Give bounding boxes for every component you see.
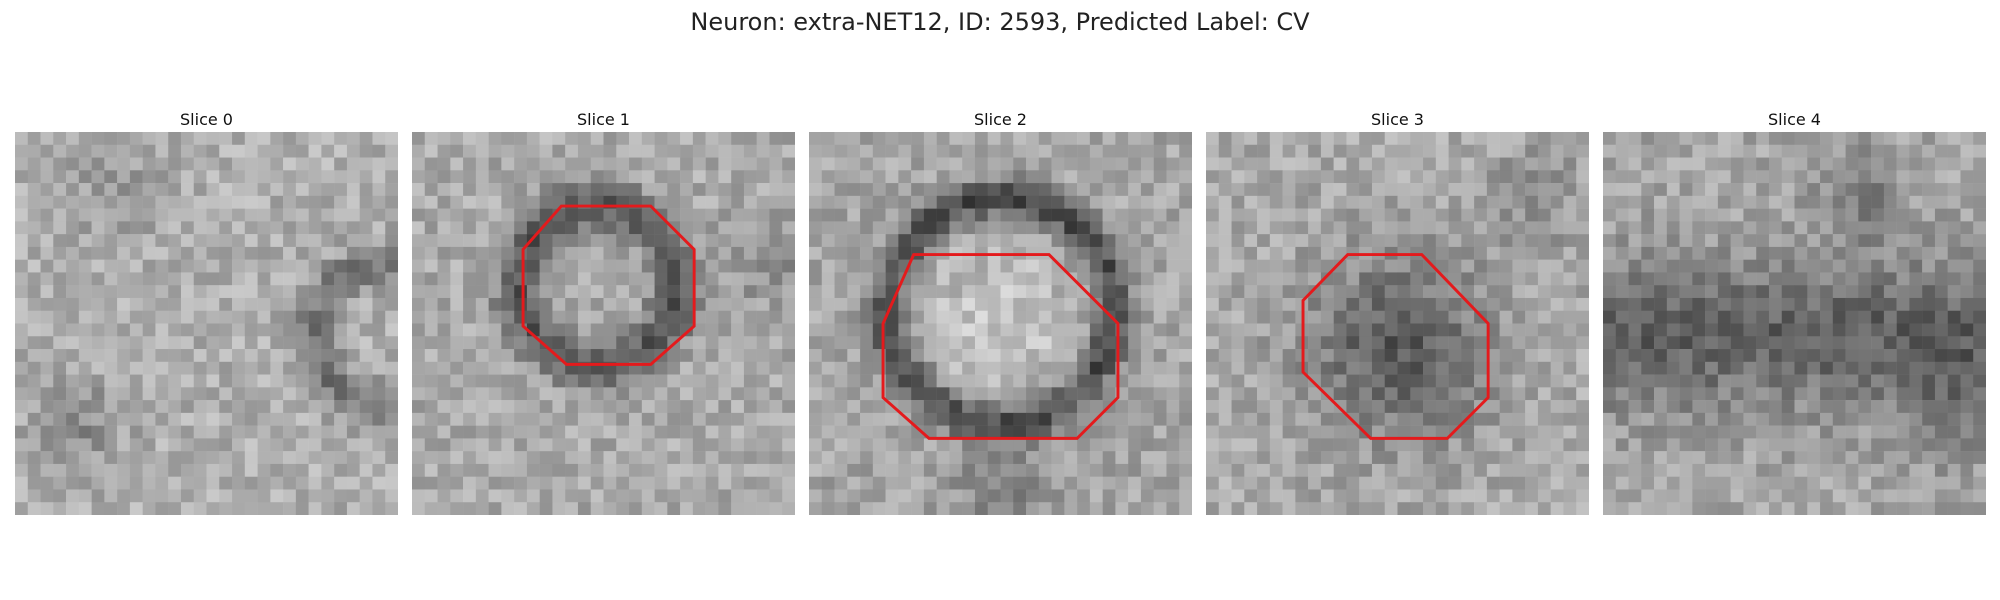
slice-image-1 [412, 132, 795, 515]
slice-image-4 [1603, 132, 1986, 515]
slice-title-2: Slice 2 [974, 110, 1027, 129]
slice-panel-4: Slice 4 [1603, 108, 1986, 515]
slice-title-1: Slice 1 [577, 110, 630, 129]
slice-panel-3: Slice 3 [1206, 108, 1589, 515]
figure-title: Neuron: extra-NET12, ID: 2593, Predicted… [690, 8, 1310, 36]
roi-outline-3 [1301, 253, 1490, 440]
slice-panel-0: Slice 0 [15, 108, 398, 515]
slice-title-0: Slice 0 [180, 110, 233, 129]
roi-outline-2 [881, 253, 1120, 440]
slice-image-0 [15, 132, 398, 515]
roi-outline-1 [521, 204, 696, 366]
slice-panel-2: Slice 2 [809, 108, 1192, 515]
slice-image-2 [809, 132, 1192, 515]
slice-title-3: Slice 3 [1371, 110, 1424, 129]
slice-panel-1: Slice 1 [412, 108, 795, 515]
slice-image-3 [1206, 132, 1589, 515]
slice-title-4: Slice 4 [1768, 110, 1821, 129]
